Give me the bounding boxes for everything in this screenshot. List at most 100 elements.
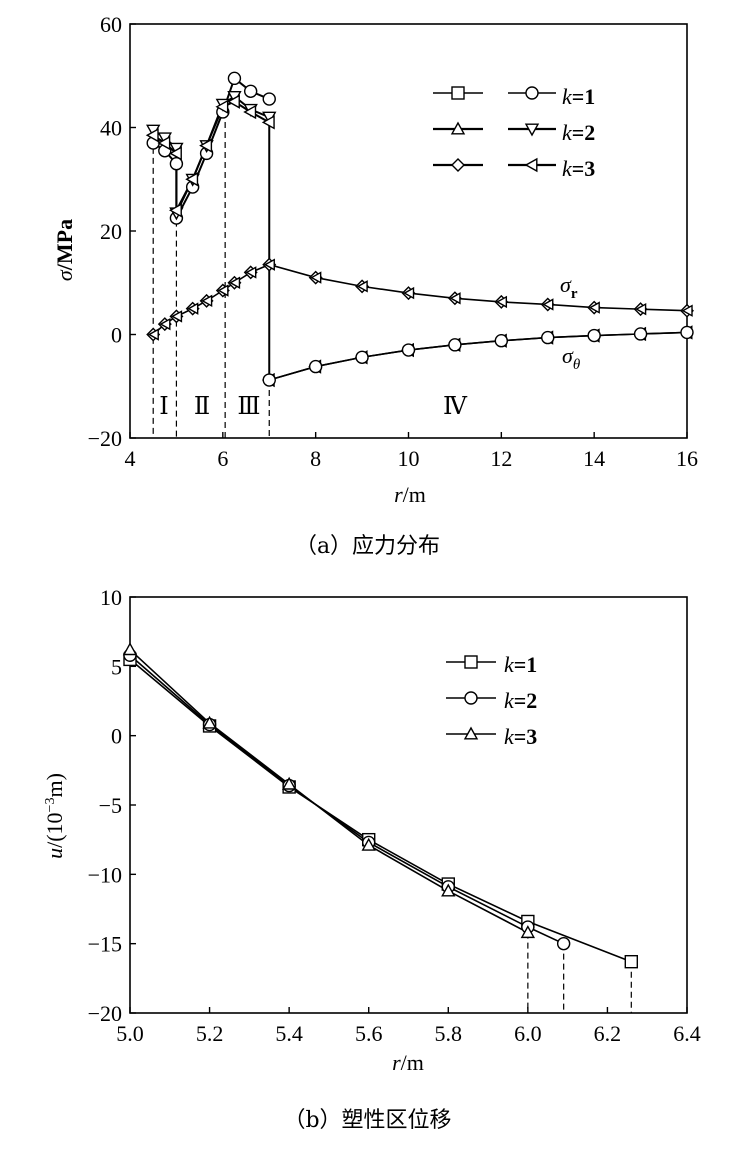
legend-b: k=1 k=2 k=3 [504, 652, 537, 749]
x-tick-label: 5.2 [196, 1021, 224, 1046]
legend-a-k3: k=3 [562, 156, 595, 181]
data-point [217, 284, 229, 297]
legend-marker [464, 691, 478, 705]
x-tick-label: 6.4 [673, 1021, 701, 1046]
zone-label-4: Ⅳ [443, 394, 468, 420]
sigma-theta-label: σθ [562, 343, 581, 373]
y-tick-label: 20 [100, 219, 122, 244]
caption-b: （b）塑性区位移 [283, 1108, 452, 1133]
data-point [680, 325, 694, 340]
data-point [145, 128, 159, 143]
x-tick-label: 14 [583, 446, 605, 471]
data-point [361, 837, 376, 851]
series-line [152, 76, 270, 219]
x-axis-symbol-b: r [392, 1050, 401, 1075]
data-point [202, 715, 217, 729]
y-axis-unit-a: /MPa [52, 219, 77, 271]
zone-label-1: Ⅰ [159, 394, 168, 420]
data-point [263, 258, 275, 271]
data-point [261, 115, 275, 130]
data-point [168, 203, 182, 218]
x-tick-label: 5.6 [355, 1021, 383, 1046]
plot-area-a: 4 6 8 10 12 14 16 −20 0 20 40 60 [88, 12, 698, 471]
data-point [157, 135, 171, 151]
zone-label-2: Ⅱ [194, 394, 210, 420]
zone-label-3: Ⅲ [237, 394, 260, 420]
data-point [215, 99, 229, 114]
data-point [243, 84, 258, 98]
data-point [633, 327, 648, 341]
legend-a-k1: k=1 [562, 84, 595, 109]
y-axis-symbol-b: u [42, 848, 67, 859]
y-tick-label: −5 [99, 793, 122, 818]
data-point [169, 157, 184, 171]
x-tick-label: 5.4 [275, 1021, 303, 1046]
data-point [356, 280, 368, 293]
data-point [556, 936, 571, 951]
x-tick-label: 12 [490, 446, 512, 471]
x-tick-label: 4 [125, 446, 136, 471]
legend-b-k3: k=3 [504, 724, 537, 749]
y-tick-label: −20 [88, 426, 122, 451]
y-axis-unit-b: /(10 [42, 812, 67, 847]
data-point [587, 328, 601, 343]
plastic-zone-displacement-chart: 5.0 5.2 5.4 5.6 5.8 6.0 6.2 6.4−20−15−10−50510 … [42, 585, 701, 1075]
data-point [262, 373, 276, 387]
y-tick-label: 10 [100, 585, 122, 610]
data-point [681, 304, 693, 317]
data-point [185, 172, 199, 187]
legend-a: k=1 k=2 k=3 [562, 84, 595, 181]
plot-frame [129, 23, 688, 439]
legend-marker [451, 86, 465, 100]
sigma-r-symbol: σ [560, 272, 572, 297]
data-point [495, 295, 508, 309]
data-point [243, 104, 257, 120]
data-point [624, 954, 638, 969]
legend-marker [450, 121, 466, 135]
legend-marker [524, 123, 540, 137]
x-tick-label: 6.0 [514, 1021, 542, 1046]
data-point [635, 302, 647, 316]
series-line [129, 654, 565, 945]
data-point [494, 334, 509, 348]
data-point [199, 138, 213, 153]
legend-marker [524, 157, 538, 173]
y-tick-label: 40 [100, 116, 122, 141]
data-point [147, 328, 159, 341]
data-point [541, 330, 555, 345]
data-point [262, 92, 276, 106]
x-axis-label-b: r/m [392, 1050, 424, 1075]
x-tick-label: 16 [676, 446, 698, 471]
x-tick-label: 6.2 [594, 1021, 622, 1046]
y-axis-superscript-b: −3 [43, 798, 58, 813]
series-line [129, 658, 632, 963]
data-point [448, 338, 462, 352]
data-point [281, 776, 297, 790]
x-axis-label-a: r/m [394, 482, 426, 507]
series-line [129, 649, 529, 934]
x-axis-unit-a: /m [403, 482, 426, 507]
sigma-r-subscript: r [571, 286, 578, 302]
y-tick-label: 0 [111, 724, 122, 749]
plot-area-b: 5.0 5.2 5.4 5.6 5.8 6.0 6.2 6.4 −20 −15 −10 −5 0 5 10 [88, 585, 701, 1046]
sigma-r-label: σr [560, 272, 578, 302]
y-tick-label: −15 [88, 932, 122, 957]
data-point [403, 286, 415, 300]
data-point [201, 294, 213, 308]
data-point [308, 359, 323, 374]
caption-a: （a）应力分布 [294, 534, 441, 559]
series-line [269, 331, 688, 381]
legend-b-k1: k=1 [504, 652, 537, 677]
data-point [122, 642, 138, 656]
y-axis-label-a: σ/MPa [52, 219, 77, 281]
legend-marker [451, 158, 465, 172]
data-point [168, 146, 182, 161]
data-point [542, 298, 554, 311]
y-tick-label: 5 [111, 654, 122, 679]
data-point [441, 883, 456, 897]
data-point [227, 71, 242, 86]
series-line [269, 331, 688, 381]
data-point [588, 301, 600, 314]
legend-marker [525, 86, 539, 100]
